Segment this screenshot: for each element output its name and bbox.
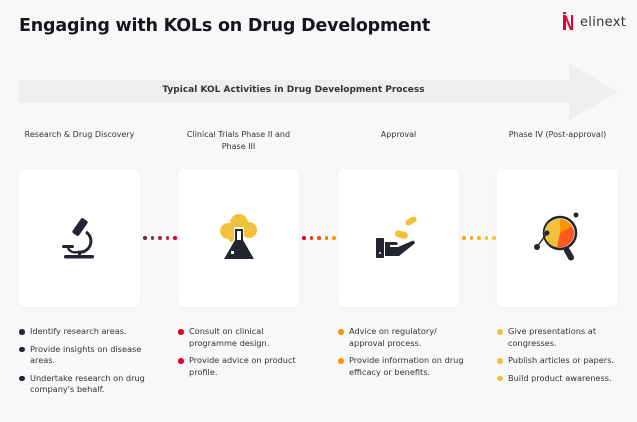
list-item: Give presentations at congresses. <box>497 326 627 349</box>
phase-card-approval <box>338 169 459 307</box>
flask-icon <box>219 214 257 261</box>
item-text: Give presentations at congresses. <box>508 326 597 348</box>
dot <box>317 236 321 240</box>
phase-label: Clinical Trials Phase II and Phase III <box>186 130 291 151</box>
hand-pills-icon <box>375 216 417 258</box>
list-item: Identify research areas. <box>19 326 149 338</box>
dot <box>324 236 328 240</box>
item-text: Provide insights on disease areas. <box>30 343 142 366</box>
list-item: Build product awareness. <box>497 373 627 385</box>
phase-card-research <box>19 169 140 307</box>
item-text: Provide information on drug efficacy or … <box>349 355 464 377</box>
list-item: Publish articles or papers. <box>497 355 627 367</box>
microscope-icon <box>61 218 94 259</box>
bullet <box>19 375 25 381</box>
bullet <box>338 329 344 335</box>
dot <box>462 236 466 240</box>
phase-card-post-approval <box>497 169 618 307</box>
bullet <box>338 358 344 364</box>
dot <box>469 236 473 240</box>
logo: elinext <box>562 12 626 32</box>
phase-label: Phase IV (Post-approval) <box>508 130 607 139</box>
process-label: Typical KOL Activities in Drug Developme… <box>162 85 425 95</box>
item-text: Undertake research on drug company's beh… <box>30 372 145 395</box>
item-text: Consult on clinical programme design. <box>189 326 270 348</box>
item-text: Advice on regulatory/ approval process. <box>349 326 437 348</box>
connector-dots <box>302 236 336 240</box>
item-text: Build product awareness. <box>508 372 612 383</box>
item-text: Provide advice on product profile. <box>189 355 296 377</box>
activity-list-clinical: Consult on clinical programme design. Pr… <box>178 326 308 384</box>
magnifier-chart-icon <box>533 212 578 261</box>
dot <box>477 236 481 240</box>
bullet <box>497 358 503 364</box>
dot <box>309 236 313 240</box>
phase-card-clinical <box>178 169 299 307</box>
process-arrow <box>18 63 618 120</box>
phase-label: Approval <box>380 130 417 139</box>
dot <box>302 236 306 240</box>
dot <box>484 236 488 240</box>
dot <box>165 236 169 240</box>
bullet <box>178 358 184 364</box>
list-item: Advice on regulatory/ approval process. <box>338 326 468 349</box>
connector-dots <box>143 236 177 240</box>
list-item: Provide advice on product profile. <box>178 355 308 378</box>
activity-list-post-approval: Give presentations at congresses. Publis… <box>497 326 627 390</box>
item-text: Publish articles or papers. <box>508 355 614 365</box>
bullet <box>19 329 25 335</box>
bullet <box>497 329 503 335</box>
bullet <box>178 329 184 335</box>
page-title: Engaging with KOLs on Drug Development <box>19 16 431 36</box>
bullet <box>19 346 25 352</box>
phase-label: Research & Drug Discovery <box>24 130 135 139</box>
list-item: Undertake research on drug company's beh… <box>19 373 149 396</box>
bullet <box>497 375 503 381</box>
logo-text: elinext <box>580 14 627 30</box>
list-item: Provide information on drug efficacy or … <box>338 355 468 378</box>
item-text: Identify research areas. <box>30 326 127 336</box>
dot <box>492 236 496 240</box>
activity-list-research: Identify research areas. Provide insight… <box>19 326 149 402</box>
list-item: Consult on clinical programme design. <box>178 326 308 349</box>
elinext-logo-icon <box>563 12 573 30</box>
dot <box>150 236 154 240</box>
connector-dots <box>462 236 496 240</box>
dot <box>173 236 177 240</box>
activity-list-approval: Advice on regulatory/ approval process. … <box>338 326 468 384</box>
dot <box>332 236 336 240</box>
dot <box>158 236 162 240</box>
dot <box>143 236 147 240</box>
list-item: Provide insights on disease areas. <box>19 344 149 367</box>
